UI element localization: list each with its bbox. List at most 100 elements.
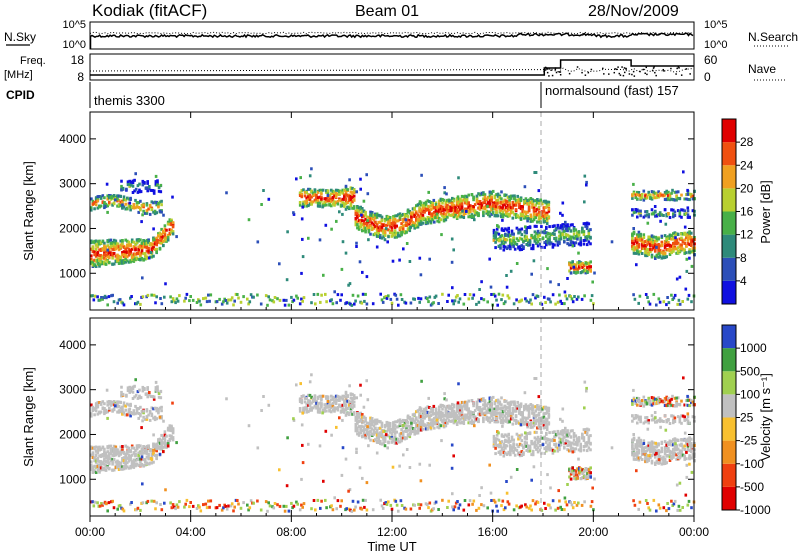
velocity-cell [134, 458, 137, 462]
power-cell [175, 297, 179, 301]
power-cell [150, 293, 153, 297]
power-cell [500, 228, 504, 232]
power-cell [524, 199, 528, 203]
velocity-cell [139, 451, 142, 455]
power-cell [690, 235, 693, 239]
power-cell [408, 211, 412, 215]
power-cell [667, 241, 670, 244]
power-cell [488, 196, 492, 200]
power-cell [683, 251, 686, 255]
power-cell [452, 213, 456, 217]
power-cell [353, 302, 356, 306]
velocity-cell [94, 403, 98, 407]
power-cell [549, 233, 553, 237]
power-cell [443, 186, 446, 190]
velocity-cell [426, 410, 430, 414]
power-cell [106, 204, 109, 208]
velocity-cell [153, 446, 157, 450]
power-cell [109, 253, 113, 257]
velocity-cell [447, 412, 451, 416]
power-cell [632, 242, 636, 246]
velocity-cell [393, 423, 397, 427]
power-cell [132, 255, 136, 259]
power-cell [509, 244, 512, 248]
power-cell [583, 174, 587, 178]
velocity-cell [401, 430, 405, 434]
power-cell [320, 197, 323, 201]
velocity-cell [452, 405, 456, 409]
velocity-cell [426, 412, 430, 416]
power-cell [153, 238, 157, 241]
power-cell [116, 197, 119, 201]
power-cell [326, 191, 330, 195]
power-cell [640, 247, 644, 250]
power-cell [678, 275, 682, 279]
power-cell [511, 206, 515, 210]
power-cell [326, 194, 330, 197]
velocity-cell [162, 450, 165, 454]
power-cell [209, 293, 213, 297]
velocity-cell [126, 465, 129, 469]
power-cell [464, 212, 467, 215]
velocity-cell [168, 434, 172, 438]
velocity-cell [127, 466, 131, 470]
power-cell [545, 234, 548, 238]
power-cell [649, 235, 652, 239]
power-cell [519, 217, 523, 220]
power-cell [150, 207, 154, 211]
power-cell [670, 234, 673, 238]
power-cell [527, 206, 531, 210]
power-cell [585, 180, 588, 184]
power-cell [473, 203, 477, 207]
power-cell [357, 227, 361, 231]
power-cell [686, 231, 690, 235]
power-cell [475, 194, 479, 198]
velocity-cell [431, 421, 434, 425]
power-cell [140, 251, 144, 255]
power-cell [325, 300, 328, 304]
power-cell [493, 207, 497, 211]
power-cell [94, 197, 98, 201]
power-cell [117, 248, 121, 252]
power-cell [665, 237, 668, 241]
power-cell [637, 301, 640, 305]
power-cell [434, 201, 438, 205]
power-cell [264, 294, 268, 298]
power-cell [413, 207, 416, 211]
power-cell [333, 290, 336, 294]
power-cell [387, 294, 390, 298]
power-cell [652, 196, 655, 200]
power-cell [298, 194, 302, 197]
power-cell [313, 198, 317, 202]
velocity-cell [411, 430, 415, 433]
power-cell [202, 297, 205, 301]
power-cell [171, 195, 174, 199]
power-cell [150, 255, 154, 259]
power-cell [676, 190, 680, 194]
power-cell [419, 213, 423, 217]
velocity-cell [142, 458, 145, 462]
power-cell [331, 302, 335, 306]
power-cell [542, 218, 546, 222]
velocity-cell [122, 467, 126, 471]
power-cell [577, 242, 581, 246]
power-cell [644, 254, 647, 258]
power-cell [140, 249, 144, 253]
velocity-cell [369, 419, 372, 423]
power-cell [426, 217, 430, 221]
power-cell [415, 225, 418, 229]
velocity-cell [441, 407, 444, 411]
power-cell [520, 298, 523, 302]
power-cell [349, 202, 353, 206]
power-cell [380, 215, 384, 219]
power-cell [460, 194, 464, 198]
velocity-cell [423, 416, 426, 420]
power-cell [104, 257, 108, 261]
velocity-cell [94, 406, 98, 409]
power-cell [160, 302, 164, 306]
power-cell [99, 256, 103, 260]
velocity-cell [419, 425, 423, 429]
power-cell [459, 202, 462, 206]
power-cell [336, 200, 340, 203]
power-cell [171, 232, 175, 236]
